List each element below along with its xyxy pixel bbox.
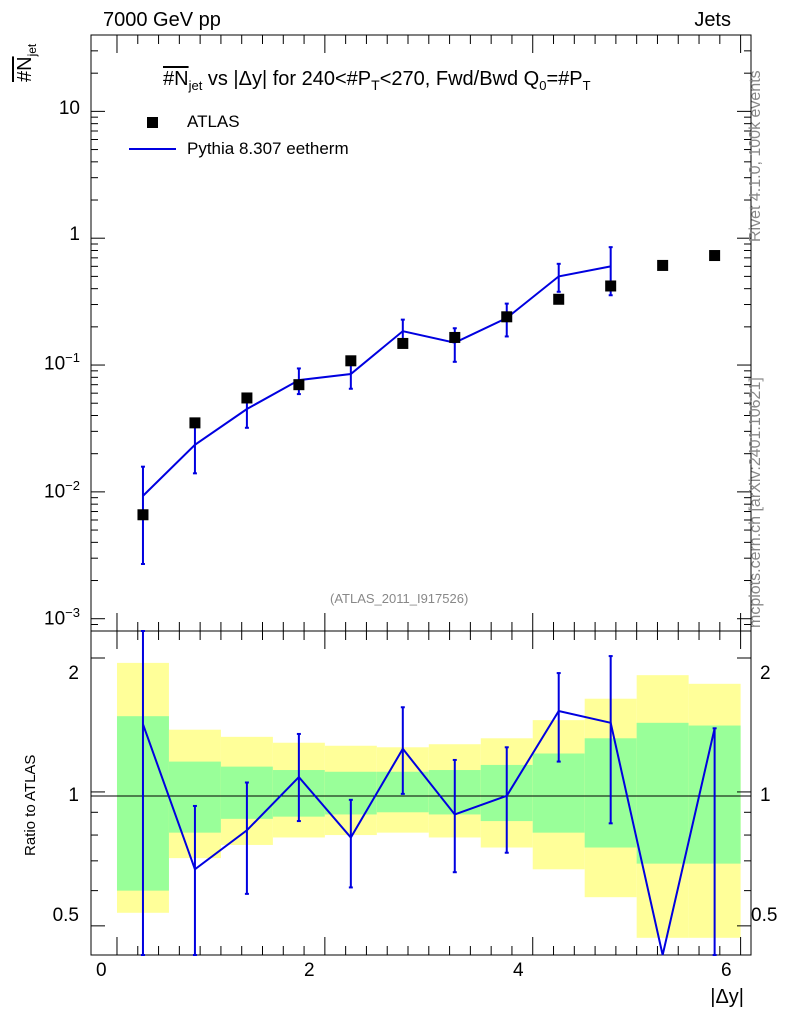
ratio-ytick-label-1-left: 1 — [68, 785, 79, 806]
ytick-base: 10 — [44, 481, 66, 503]
data-point — [189, 417, 201, 429]
main-ticks — [91, 34, 751, 632]
mc-line — [142, 265, 611, 497]
ratio-ytick-label-2-left: 2 — [68, 663, 79, 684]
ratio-ticks — [91, 657, 751, 927]
xtick-label-0: 0 — [96, 960, 107, 981]
ratio-mc — [140, 630, 717, 956]
data-point — [709, 250, 721, 262]
ratio-ytick-label-0.5-left: 0.5 — [52, 905, 79, 926]
data-point — [397, 337, 409, 349]
ratio-panel-frame — [90, 630, 752, 956]
data-points — [137, 250, 721, 521]
ytick-base: 10 — [44, 608, 66, 630]
legend-mc-label: Pythia 8.307 eetherm — [187, 139, 349, 158]
main-ylabel-main: #N — [14, 56, 36, 82]
data-point — [345, 355, 357, 367]
data-point — [553, 293, 565, 305]
data-point — [241, 392, 253, 404]
mc-error-bars — [140, 246, 613, 565]
x-ticks — [116, 35, 742, 955]
data-point — [293, 379, 305, 391]
legend-atlas-label: ATLAS — [187, 112, 240, 131]
title-part-b: jet — [188, 78, 203, 93]
title-part-h: T — [582, 78, 591, 93]
main-ylabel: #Njet — [14, 44, 39, 82]
ytick-exp: −2 — [65, 478, 80, 493]
main-ytick-label-0.001: 10−3 — [44, 605, 80, 630]
title-part-e: <270, Fwd/Bwd Q — [379, 68, 540, 90]
ytick-exp: −3 — [65, 605, 80, 620]
x-axis-label: |Δy| — [710, 986, 744, 1008]
ratio-mc-line — [142, 709, 716, 956]
ratio-ytick-label-1-right: 1 — [760, 785, 771, 806]
analysis-watermark: (ATLAS_2011_I917526) — [330, 591, 469, 606]
band-green — [532, 753, 585, 833]
band-green — [636, 722, 689, 864]
xtick-label-2: 2 — [304, 960, 315, 981]
main-ytick-label-0.1: 10−1 — [44, 350, 80, 375]
ratio-bands — [116, 662, 741, 938]
side-label-rivet: Rivet 4.1.0, 100k events — [747, 70, 764, 242]
title-part-a: #N — [163, 68, 189, 90]
data-point — [605, 280, 617, 292]
main-ytick-label-0.01: 10−2 — [44, 478, 80, 503]
title-part-g: =#P — [546, 68, 583, 90]
data-point — [449, 331, 461, 343]
data-point — [137, 509, 149, 521]
title-part-f: 0 — [539, 78, 547, 93]
title-part-d: T — [371, 77, 380, 93]
header-left: 7000 GeV pp — [103, 9, 221, 31]
data-point — [657, 259, 669, 271]
xtick-label-4: 4 — [513, 960, 524, 981]
main-ytick-label-10: 10 — [58, 98, 80, 119]
main-ytick-label-1: 1 — [69, 224, 80, 245]
ytick-exp: −1 — [65, 350, 80, 365]
ratio-ytick-label-0.5-right: 0.5 — [751, 905, 778, 926]
title-part-c: vs |Δy| for 240<#P — [202, 68, 372, 90]
ratio-ylabel: Ratio to ATLAS — [22, 754, 39, 856]
chart-title: #Njet vs |Δy| for 240<#PT<270, Fwd/Bwd Q… — [163, 68, 591, 93]
ytick-base: 10 — [44, 353, 66, 375]
legend-atlas-marker — [147, 117, 158, 128]
main-ylabel-sub: jet — [25, 43, 39, 57]
side-label-mcplots: mcplots.cern.ch [arXiv:2401.10621] — [747, 377, 764, 628]
ratio-ytick-label-2-right: 2 — [760, 663, 771, 684]
data-point — [501, 311, 513, 323]
header-right: Jets — [694, 9, 731, 31]
xtick-label-6: 6 — [721, 960, 732, 981]
